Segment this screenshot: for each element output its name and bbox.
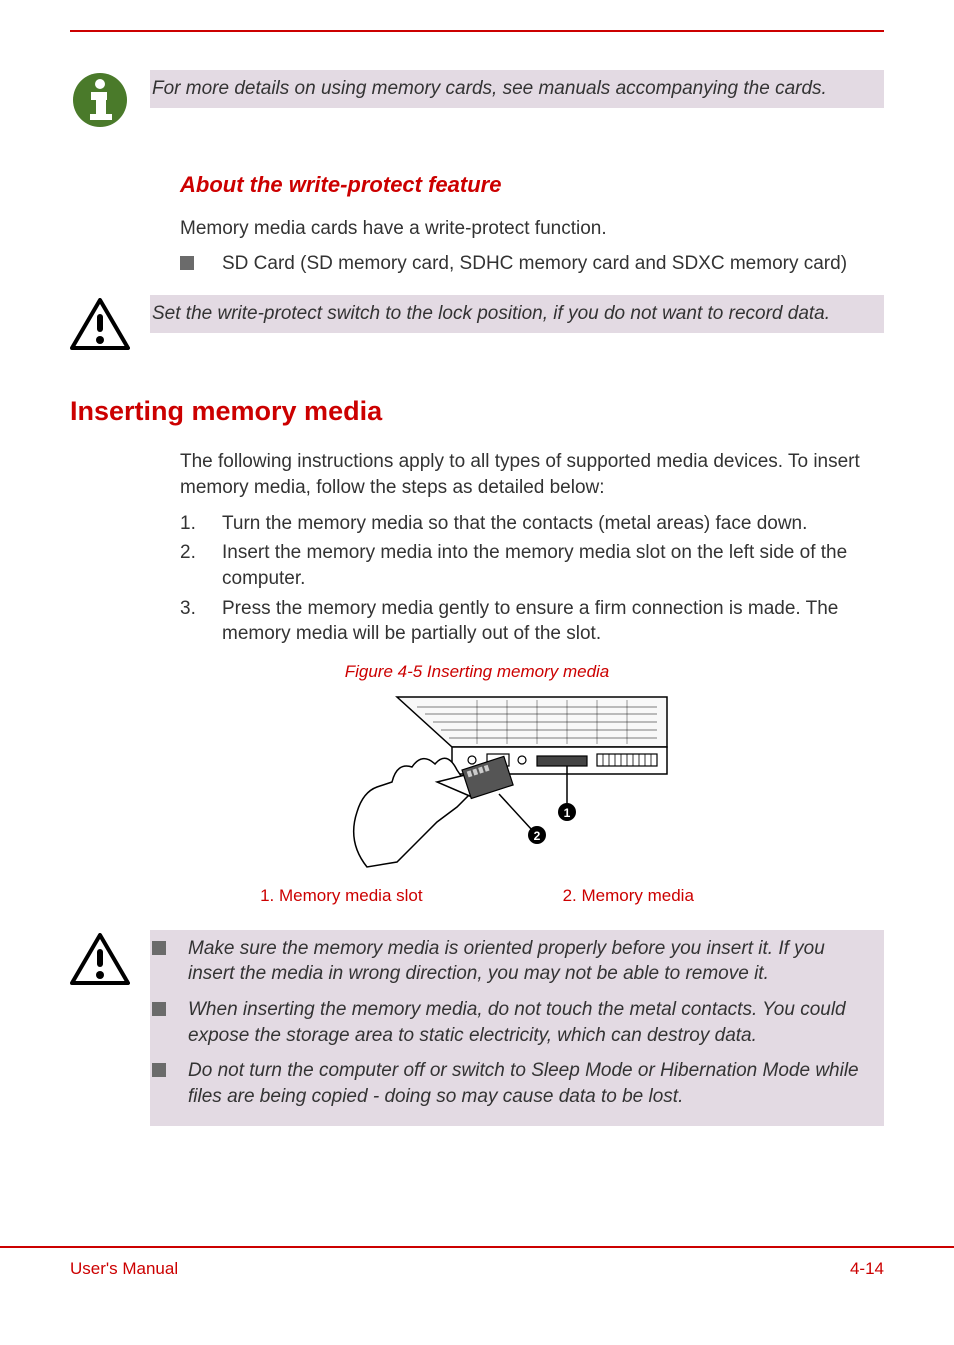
caution-item: When inserting the memory media, do not … [152,997,874,1048]
page-content: For more details on using memory cards, … [0,30,954,1126]
figure-label-2: 2. Memory media [563,885,694,908]
square-bullet-icon [152,1002,166,1016]
info-callout: For more details on using memory cards, … [70,70,884,130]
caution-item: Make sure the memory media is oriented p… [152,936,874,987]
step-number: 2. [180,540,198,566]
caution-text: When inserting the memory media, do not … [188,997,874,1048]
step-text: Turn the memory media so that the contac… [222,511,807,537]
caution-icon [70,295,130,355]
inserting-title: Inserting memory media [70,393,884,429]
square-bullet-icon [152,941,166,955]
top-rule [70,30,884,32]
square-bullet-icon [180,256,194,270]
inserting-intro: The following instructions apply to all … [70,449,884,500]
info-icon [70,70,130,130]
list-item: SD Card (SD memory card, SDHC memory car… [180,251,884,277]
step-item: 3. Press the memory media gently to ensu… [180,596,884,647]
list-item-text: SD Card (SD memory card, SDHC memory car… [222,251,847,277]
step-text: Insert the memory media into the memory … [222,540,884,591]
svg-text:2: 2 [534,829,541,843]
caution-list: Make sure the memory media is oriented p… [150,930,884,1126]
write-protect-list: SD Card (SD memory card, SDHC memory car… [70,251,884,277]
step-item: 2. Insert the memory media into the memo… [180,540,884,591]
caution-item: Do not turn the computer off or switch t… [152,1058,874,1109]
write-protect-title: About the write-protect feature [70,170,884,200]
caution-list-callout: Make sure the memory media is oriented p… [70,930,884,1126]
footer-right: 4-14 [850,1258,884,1281]
step-text: Press the memory media gently to ensure … [222,596,884,647]
info-text: For more details on using memory cards, … [150,70,884,108]
write-protect-intro: Memory media cards have a write-protect … [70,216,884,242]
svg-text:1: 1 [564,806,571,820]
figure-illustration: 1 2 [277,692,677,877]
figure-labels: 1. Memory media slot 2. Memory media [70,885,884,908]
step-number: 3. [180,596,198,622]
caution-text: Make sure the memory media is oriented p… [188,936,874,987]
step-number: 1. [180,511,198,537]
figure-caption: Figure 4-5 Inserting memory media [70,661,884,684]
caution-text: Set the write-protect switch to the lock… [150,295,884,333]
caution-callout: Set the write-protect switch to the lock… [70,295,884,355]
square-bullet-icon [152,1063,166,1077]
step-item: 1. Turn the memory media so that the con… [180,511,884,537]
page-footer: User's Manual 4-14 [0,1246,954,1321]
caution-text: Do not turn the computer off or switch t… [188,1058,874,1109]
steps-list: 1. Turn the memory media so that the con… [70,511,884,647]
caution-icon [70,930,130,990]
footer-left: User's Manual [70,1258,178,1281]
figure-label-1: 1. Memory media slot [260,885,423,908]
